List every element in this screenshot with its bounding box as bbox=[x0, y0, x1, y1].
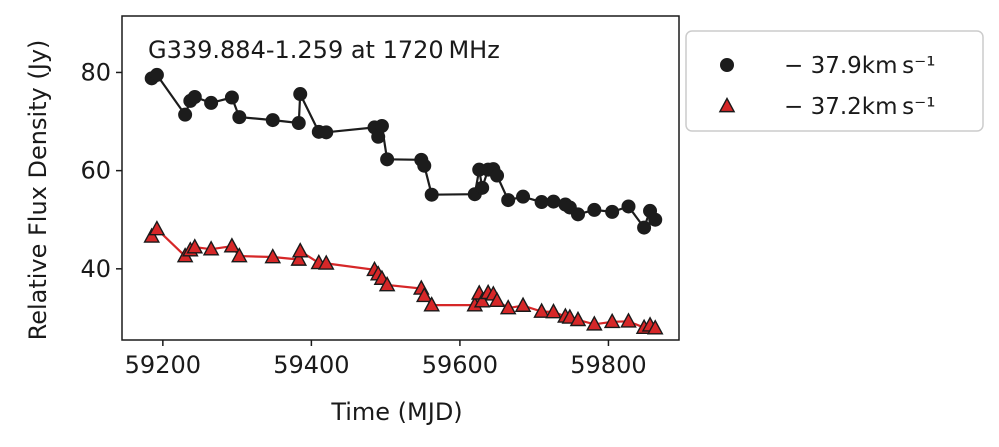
series-2-point bbox=[488, 291, 506, 308]
series-2-point bbox=[620, 312, 637, 328]
series-2-line bbox=[150, 227, 656, 330]
series-1-point bbox=[178, 107, 193, 122]
series-2-point bbox=[317, 254, 335, 270]
x-tick-label: 59600 bbox=[422, 351, 498, 379]
series-2-point bbox=[202, 240, 220, 256]
series-1 bbox=[144, 67, 663, 235]
series-1-point bbox=[490, 168, 505, 183]
series-1-point bbox=[546, 194, 561, 209]
legend-label-2: − 37.2km s⁻¹ bbox=[784, 94, 935, 120]
series-1-point bbox=[293, 87, 308, 102]
series-1-point bbox=[319, 125, 334, 140]
chart-title: G339.884-1.259 at 1720 MHz bbox=[148, 36, 500, 64]
x-axis-label: Time (MJD) bbox=[330, 398, 462, 426]
series-1-point bbox=[204, 95, 219, 110]
series-1-point bbox=[424, 187, 439, 202]
series-2-point bbox=[545, 303, 562, 319]
y-tick-label: 60 bbox=[80, 157, 111, 185]
y-tick-label: 40 bbox=[80, 255, 111, 283]
series-2-point bbox=[223, 237, 241, 253]
series-2-point bbox=[423, 296, 440, 312]
series-1-point bbox=[417, 158, 432, 173]
series-2-point bbox=[231, 247, 248, 263]
series-2-point bbox=[499, 299, 517, 315]
legend-frame bbox=[685, 30, 984, 132]
series-2-point bbox=[533, 302, 550, 318]
series-2-point bbox=[415, 286, 433, 303]
series-1-point bbox=[570, 207, 585, 222]
x-tick-label: 59800 bbox=[570, 351, 646, 379]
series-2-point bbox=[378, 276, 396, 292]
series-1-point bbox=[224, 90, 239, 105]
series-2-point bbox=[603, 312, 621, 329]
series-1-point bbox=[187, 90, 202, 104]
x-tick-label: 59200 bbox=[125, 351, 201, 379]
series-2-point bbox=[143, 227, 161, 243]
series-1-point bbox=[621, 199, 636, 214]
series-2 bbox=[143, 220, 664, 335]
series-2-point bbox=[148, 220, 166, 236]
series-2-point bbox=[264, 248, 282, 264]
series-1-point bbox=[374, 118, 389, 133]
legend: − 37.9km s⁻¹ − 37.2km s⁻¹ bbox=[685, 30, 984, 132]
series-1-point bbox=[637, 220, 652, 235]
series-1-point bbox=[232, 110, 247, 125]
series-1-point bbox=[265, 113, 280, 128]
series-2-point bbox=[291, 242, 309, 258]
series-1-point bbox=[587, 202, 602, 217]
series-1-point bbox=[501, 193, 516, 208]
series-2-point bbox=[290, 250, 308, 266]
y-axis-label: Relative Flux Density (Jy) bbox=[24, 40, 52, 341]
axes: 59200 59400 59600 59800 40 60 80 bbox=[80, 15, 680, 379]
series-2-point bbox=[586, 315, 603, 331]
series-1-point bbox=[516, 189, 531, 204]
series-2-point bbox=[646, 319, 664, 335]
series-2-point bbox=[569, 310, 587, 327]
plot-frame bbox=[121, 15, 680, 341]
y-tick-label: 80 bbox=[80, 58, 111, 86]
legend-label-1: − 37.9km s⁻¹ bbox=[784, 53, 935, 79]
series-1-point bbox=[149, 67, 164, 82]
series-2-point bbox=[186, 238, 204, 254]
plot-area bbox=[143, 67, 664, 335]
series-1-point bbox=[291, 116, 306, 131]
legend-marker-1 bbox=[720, 58, 734, 72]
series-1-point bbox=[475, 180, 490, 195]
x-tick-label: 59400 bbox=[273, 351, 349, 379]
series-1-point bbox=[380, 152, 395, 167]
series-2-point bbox=[514, 296, 532, 312]
series-1-point bbox=[605, 204, 620, 219]
legend-marker-2 bbox=[718, 97, 736, 113]
series-1-point bbox=[648, 212, 663, 227]
series-1-point bbox=[534, 195, 549, 210]
